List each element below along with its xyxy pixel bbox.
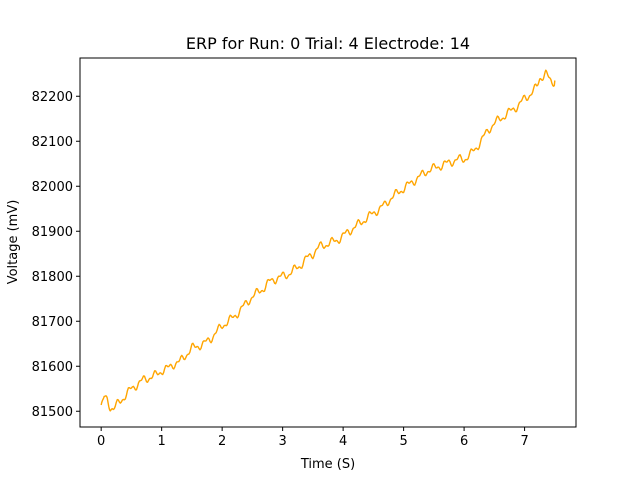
x-tick-label: 4 xyxy=(339,434,347,449)
x-tick-label: 0 xyxy=(97,434,105,449)
y-tick-label: 82000 xyxy=(32,180,73,195)
x-tick-label: 5 xyxy=(399,434,407,449)
chart-title: ERP for Run: 0 Trial: 4 Electrode: 14 xyxy=(186,34,470,53)
x-tick-label: 7 xyxy=(520,434,528,449)
y-axis-label: Voltage (mV) xyxy=(6,200,21,285)
x-tick-label: 1 xyxy=(158,434,166,449)
x-tick-label: 3 xyxy=(278,434,286,449)
y-tick-label: 81900 xyxy=(32,225,73,240)
y-tick-label: 81600 xyxy=(32,360,73,375)
y-tick-label: 81700 xyxy=(32,315,73,330)
y-tick-label: 82100 xyxy=(32,135,73,150)
y-tick-label: 81500 xyxy=(32,405,73,420)
y-tick-label: 82200 xyxy=(32,90,73,105)
series-line-0 xyxy=(100,69,556,412)
x-tick-label: 6 xyxy=(460,434,468,449)
x-tick-label: 2 xyxy=(218,434,226,449)
axes-frame xyxy=(79,57,577,428)
y-tick-label: 81800 xyxy=(32,270,73,285)
x-axis-label: Time (S) xyxy=(300,457,355,472)
